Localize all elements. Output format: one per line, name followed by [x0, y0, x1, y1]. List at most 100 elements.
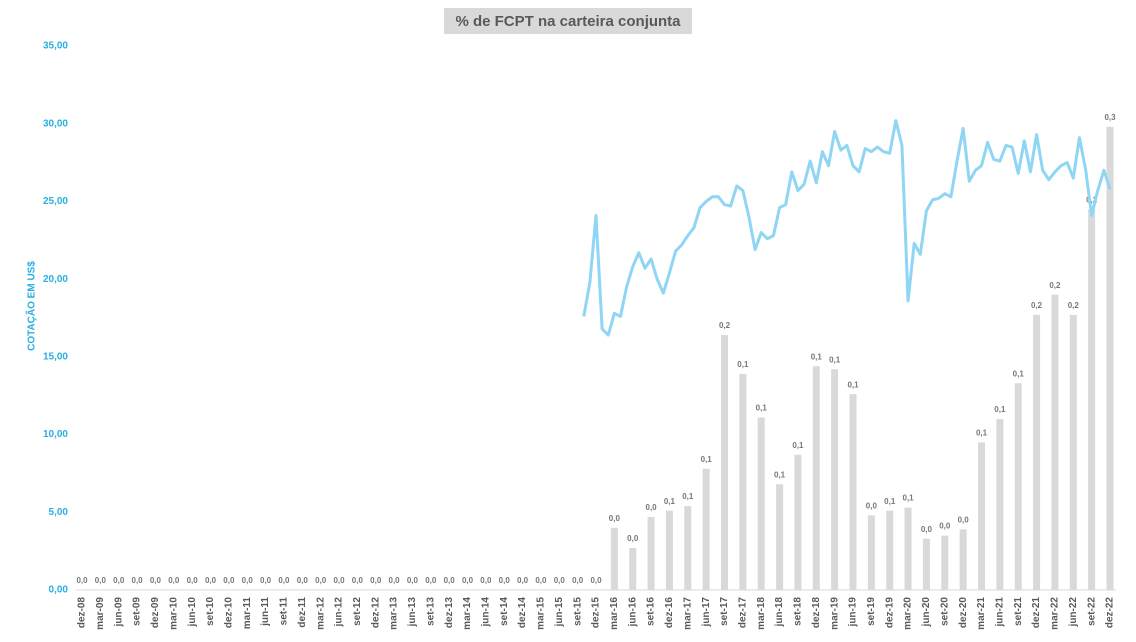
x-tick-label: jun-13 [407, 597, 418, 628]
data-label: 0,0 [278, 576, 290, 585]
data-label: 0,1 [903, 494, 915, 503]
bar [978, 442, 985, 590]
data-label: 0,1 [811, 352, 823, 361]
x-tick-label: set-11 [279, 597, 290, 626]
x-tick-label: jun-21 [994, 597, 1005, 628]
bar [647, 516, 655, 590]
bar [629, 548, 637, 590]
bar [1033, 314, 1041, 590]
y-tick-label: 25,00 [43, 196, 68, 207]
bar [922, 538, 930, 590]
data-label: 0,0 [499, 576, 511, 585]
data-label: 0,0 [939, 522, 951, 531]
data-label: 0,1 [792, 441, 804, 450]
x-tick-label: mar-13 [389, 597, 400, 630]
data-label: 0,0 [590, 576, 602, 585]
x-tick-label: mar-19 [829, 597, 840, 630]
data-label: 0,0 [958, 515, 970, 524]
bar [610, 527, 618, 590]
data-label: 0,2 [719, 321, 731, 330]
data-label: 0,1 [756, 404, 768, 413]
y-tick-label: 15,00 [43, 351, 68, 362]
bar [904, 507, 912, 590]
x-tick-label: set-16 [646, 597, 657, 626]
x-tick-label: set-12 [352, 597, 363, 626]
x-tick-label: dez-09 [150, 597, 161, 629]
bar [849, 394, 857, 590]
title-box [444, 8, 692, 34]
x-tick-label: jun-15 [554, 597, 565, 628]
data-label: 0,0 [627, 534, 639, 543]
x-tick-label: dez-12 [370, 597, 381, 629]
x-tick-label: mar-09 [95, 597, 106, 630]
data-label: 0,0 [646, 503, 658, 512]
bar [886, 510, 894, 590]
y-tick-label: 5,00 [49, 507, 69, 518]
bar [1069, 314, 1077, 590]
data-label: 0,0 [480, 576, 492, 585]
x-tick-label: mar-11 [242, 597, 253, 630]
data-label: 0,0 [315, 576, 327, 585]
x-tick-label: dez-17 [737, 597, 748, 629]
x-tick-label: mar-21 [976, 597, 987, 630]
bar [665, 510, 673, 590]
x-tick-label: jun-19 [848, 597, 859, 628]
data-label: 0,1 [994, 405, 1006, 414]
x-tick-label: set-17 [719, 597, 730, 626]
x-tick-label: jun-20 [921, 597, 932, 628]
data-label: 0,3 [1104, 113, 1116, 122]
data-label: 0,1 [829, 355, 841, 364]
x-tick-label: dez-21 [1031, 597, 1042, 629]
bar [739, 373, 747, 590]
data-label: 0,0 [535, 576, 547, 585]
bar [1014, 383, 1022, 590]
data-label: 0,0 [187, 576, 199, 585]
data-label: 0,0 [297, 576, 309, 585]
bar [776, 484, 784, 590]
data-label: 0,2 [1086, 195, 1098, 204]
x-tick-label: set-14 [499, 597, 510, 626]
bar [1106, 126, 1114, 590]
data-label: 0,0 [260, 576, 272, 585]
data-label: 0,0 [407, 576, 419, 585]
x-tick-label: set-18 [793, 597, 804, 626]
bar [1051, 294, 1059, 590]
bar [996, 419, 1004, 590]
y-tick-label: 0,00 [49, 585, 69, 596]
data-label: 0,0 [389, 576, 401, 585]
x-tick-label: dez-11 [297, 597, 308, 628]
data-label: 0,1 [976, 428, 988, 437]
data-label: 0,1 [737, 360, 749, 369]
data-label: 0,0 [609, 514, 621, 523]
x-tick-label: set-21 [1013, 597, 1024, 626]
x-tick-label: set-15 [572, 597, 583, 626]
data-label: 0,2 [1049, 281, 1061, 290]
data-label: 0,1 [664, 497, 676, 506]
y-tick-label: 30,00 [43, 118, 68, 129]
data-label: 0,0 [150, 576, 162, 585]
data-label: 0,0 [333, 576, 345, 585]
data-label: 0,0 [866, 502, 878, 511]
data-label: 0,0 [425, 576, 437, 585]
x-tick-label: dez-14 [517, 597, 528, 629]
data-label: 0,2 [1031, 301, 1043, 310]
data-label: 0,0 [205, 576, 217, 585]
line [582, 119, 1112, 337]
bar [941, 535, 949, 590]
data-label: 0,1 [847, 380, 859, 389]
bar [959, 529, 967, 590]
data-label: 0,0 [572, 576, 584, 585]
x-tick-label: set-10 [205, 597, 216, 626]
data-label: 0,2 [1068, 301, 1080, 310]
x-tick-label: set-20 [939, 597, 950, 626]
data-label: 0,0 [113, 576, 125, 585]
x-tick-label: dez-19 [884, 597, 895, 629]
y-tick-label: 35,00 [43, 41, 68, 52]
data-label: 0,0 [95, 576, 107, 585]
data-label: 0,0 [132, 576, 144, 585]
x-tick-label: mar-16 [609, 597, 620, 630]
bar [702, 468, 710, 590]
x-tick-label: jun-14 [480, 597, 491, 628]
x-tick-label: mar-22 [1050, 597, 1061, 630]
